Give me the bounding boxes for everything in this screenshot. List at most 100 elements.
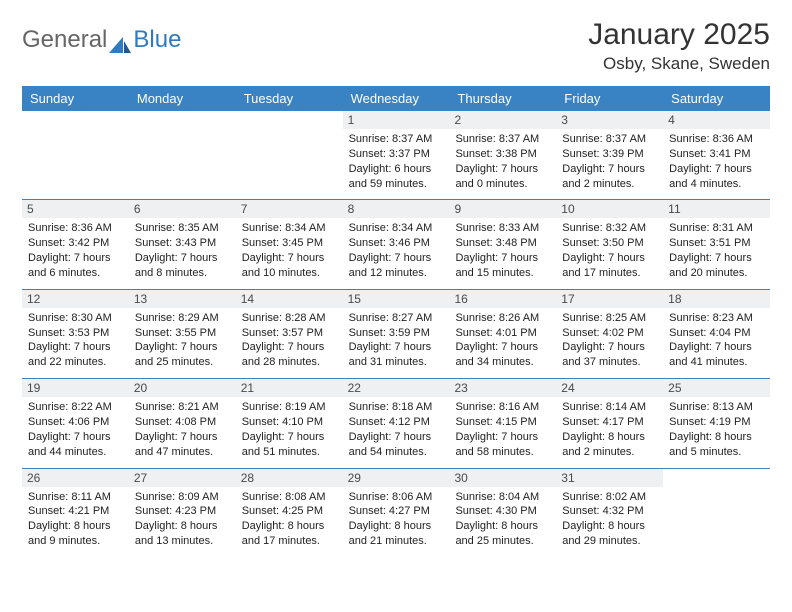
- day-info: Sunrise: 8:13 AMSunset: 4:19 PMDaylight:…: [669, 400, 764, 459]
- day-info: Sunrise: 8:11 AMSunset: 4:21 PMDaylight:…: [28, 490, 123, 549]
- day-number: 16: [449, 290, 556, 308]
- day-info: Sunrise: 8:16 AMSunset: 4:15 PMDaylight:…: [455, 400, 550, 459]
- sunrise-text: Sunrise: 8:25 AM: [562, 311, 657, 326]
- day-number: 22: [343, 379, 450, 397]
- day-number: 31: [556, 469, 663, 487]
- sunrise-text: Sunrise: 8:35 AM: [135, 221, 230, 236]
- sunset-text: Sunset: 3:59 PM: [349, 326, 444, 341]
- day-number: 10: [556, 200, 663, 218]
- header: General Blue January 2025 Osby, Skane, S…: [22, 18, 770, 74]
- daylight-text: Daylight: 8 hours and 21 minutes.: [349, 519, 444, 549]
- sunrise-text: Sunrise: 8:26 AM: [455, 311, 550, 326]
- day-info: Sunrise: 8:04 AMSunset: 4:30 PMDaylight:…: [455, 490, 550, 549]
- week-row: 26Sunrise: 8:11 AMSunset: 4:21 PMDayligh…: [22, 469, 770, 557]
- daylight-text: Daylight: 7 hours and 51 minutes.: [242, 430, 337, 460]
- day-number: 6: [129, 200, 236, 218]
- sunset-text: Sunset: 3:57 PM: [242, 326, 337, 341]
- daylight-text: Daylight: 7 hours and 28 minutes.: [242, 340, 337, 370]
- daylight-text: Daylight: 6 hours and 59 minutes.: [349, 162, 444, 192]
- daylight-text: Daylight: 8 hours and 2 minutes.: [562, 430, 657, 460]
- sunset-text: Sunset: 3:45 PM: [242, 236, 337, 251]
- weekday-header: Monday: [129, 86, 236, 111]
- day-cell: 28Sunrise: 8:08 AMSunset: 4:25 PMDayligh…: [236, 469, 343, 557]
- daylight-text: Daylight: 7 hours and 44 minutes.: [28, 430, 123, 460]
- calendar-grid: SundayMondayTuesdayWednesdayThursdayFrid…: [22, 86, 770, 557]
- day-info: Sunrise: 8:14 AMSunset: 4:17 PMDaylight:…: [562, 400, 657, 459]
- sunrise-text: Sunrise: 8:37 AM: [349, 132, 444, 147]
- daylight-text: Daylight: 7 hours and 6 minutes.: [28, 251, 123, 281]
- sunset-text: Sunset: 4:17 PM: [562, 415, 657, 430]
- sunrise-text: Sunrise: 8:16 AM: [455, 400, 550, 415]
- day-info: Sunrise: 8:30 AMSunset: 3:53 PMDaylight:…: [28, 311, 123, 370]
- daylight-text: Daylight: 7 hours and 15 minutes.: [455, 251, 550, 281]
- day-info: Sunrise: 8:19 AMSunset: 4:10 PMDaylight:…: [242, 400, 337, 459]
- day-cell: 20Sunrise: 8:21 AMSunset: 4:08 PMDayligh…: [129, 379, 236, 467]
- sunrise-text: Sunrise: 8:37 AM: [562, 132, 657, 147]
- sunrise-text: Sunrise: 8:31 AM: [669, 221, 764, 236]
- brand-part1: General: [22, 26, 107, 54]
- weekday-header: Saturday: [663, 86, 770, 111]
- week-row: 19Sunrise: 8:22 AMSunset: 4:06 PMDayligh…: [22, 379, 770, 468]
- day-number: 7: [236, 200, 343, 218]
- sunset-text: Sunset: 4:30 PM: [455, 504, 550, 519]
- day-number: 25: [663, 379, 770, 397]
- day-info: Sunrise: 8:23 AMSunset: 4:04 PMDaylight:…: [669, 311, 764, 370]
- day-info: Sunrise: 8:33 AMSunset: 3:48 PMDaylight:…: [455, 221, 550, 280]
- sunrise-text: Sunrise: 8:13 AM: [669, 400, 764, 415]
- sunrise-text: Sunrise: 8:14 AM: [562, 400, 657, 415]
- month-title: January 2025: [588, 18, 770, 52]
- day-info: Sunrise: 8:09 AMSunset: 4:23 PMDaylight:…: [135, 490, 230, 549]
- sunset-text: Sunset: 3:38 PM: [455, 147, 550, 162]
- daylight-text: Daylight: 7 hours and 20 minutes.: [669, 251, 764, 281]
- sunrise-text: Sunrise: 8:23 AM: [669, 311, 764, 326]
- daylight-text: Daylight: 7 hours and 25 minutes.: [135, 340, 230, 370]
- day-number: 17: [556, 290, 663, 308]
- day-number: 19: [22, 379, 129, 397]
- day-info: Sunrise: 8:34 AMSunset: 3:45 PMDaylight:…: [242, 221, 337, 280]
- daylight-text: Daylight: 7 hours and 34 minutes.: [455, 340, 550, 370]
- day-number: 23: [449, 379, 556, 397]
- day-cell: 18 Sunrise: 8:23 AMSunset: 4:04 PMDayligh…: [663, 290, 770, 378]
- day-cell: 15Sunrise: 8:27 AMSunset: 3:59 PMDayligh…: [343, 290, 450, 378]
- daylight-text: Daylight: 7 hours and 22 minutes.: [28, 340, 123, 370]
- day-number: 2: [449, 111, 556, 129]
- day-number: 8: [343, 200, 450, 218]
- day-info: Sunrise: 8:37 AMSunset: 3:37 PMDaylight:…: [349, 132, 444, 191]
- sunset-text: Sunset: 4:02 PM: [562, 326, 657, 341]
- brand-logo: General Blue: [22, 18, 181, 54]
- sunrise-text: Sunrise: 8:22 AM: [28, 400, 123, 415]
- day-number: 27: [129, 469, 236, 487]
- day-info: Sunrise: 8:37 AMSunset: 3:39 PMDaylight:…: [562, 132, 657, 191]
- sunset-text: Sunset: 3:50 PM: [562, 236, 657, 251]
- sunset-text: Sunset: 3:42 PM: [28, 236, 123, 251]
- daylight-text: Daylight: 7 hours and 37 minutes.: [562, 340, 657, 370]
- sunset-text: Sunset: 4:32 PM: [562, 504, 657, 519]
- day-number: 3: [556, 111, 663, 129]
- day-number: 29: [343, 469, 450, 487]
- day-number: 21: [236, 379, 343, 397]
- day-info: Sunrise: 8:36 AMSunset: 3:42 PMDaylight:…: [28, 221, 123, 280]
- sunset-text: Sunset: 3:48 PM: [455, 236, 550, 251]
- sunset-text: Sunset: 4:01 PM: [455, 326, 550, 341]
- day-info: Sunrise: 8:37 AMSunset: 3:38 PMDaylight:…: [455, 132, 550, 191]
- week-row: 12Sunrise: 8:30 AMSunset: 3:53 PMDayligh…: [22, 290, 770, 379]
- daylight-text: Daylight: 7 hours and 58 minutes.: [455, 430, 550, 460]
- daylight-text: Daylight: 8 hours and 9 minutes.: [28, 519, 123, 549]
- day-number: 18: [663, 290, 770, 308]
- daylight-text: Daylight: 7 hours and 17 minutes.: [562, 251, 657, 281]
- day-cell: 1Sunrise: 8:37 AMSunset: 3:37 PMDaylight…: [343, 111, 450, 199]
- day-number: 14: [236, 290, 343, 308]
- day-number: 20: [129, 379, 236, 397]
- day-cell: 22Sunrise: 8:18 AMSunset: 4:12 PMDayligh…: [343, 379, 450, 467]
- sunset-text: Sunset: 4:06 PM: [28, 415, 123, 430]
- week-row: 5Sunrise: 8:36 AMSunset: 3:42 PMDaylight…: [22, 200, 770, 289]
- day-cell: 27 Sunrise: 8:09 AMSunset: 4:23 PMDayligh…: [129, 469, 236, 557]
- day-info: Sunrise: 8:26 AMSunset: 4:01 PMDaylight:…: [455, 311, 550, 370]
- sunset-text: Sunset: 4:08 PM: [135, 415, 230, 430]
- daylight-text: Daylight: 8 hours and 25 minutes.: [455, 519, 550, 549]
- daylight-text: Daylight: 7 hours and 0 minutes.: [455, 162, 550, 192]
- day-cell: 8Sunrise: 8:34 AMSunset: 3:46 PMDaylight…: [343, 200, 450, 288]
- day-cell: 2 Sunrise: 8:37 AMSunset: 3:38 PMDaylight…: [449, 111, 556, 199]
- sunrise-text: Sunrise: 8:36 AM: [669, 132, 764, 147]
- sunset-text: Sunset: 4:23 PM: [135, 504, 230, 519]
